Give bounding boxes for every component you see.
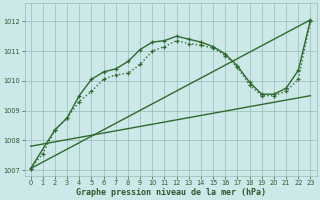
- X-axis label: Graphe pression niveau de la mer (hPa): Graphe pression niveau de la mer (hPa): [76, 188, 266, 197]
